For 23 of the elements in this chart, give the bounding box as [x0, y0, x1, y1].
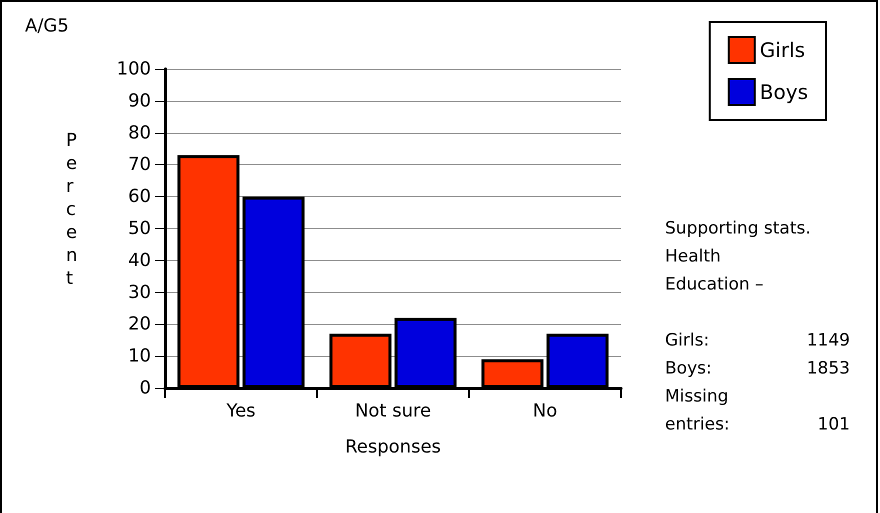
y-tick-label: 90 — [128, 90, 151, 112]
text: Missing entries: 101 — [665, 386, 850, 434]
y-tick-label: 70 — [128, 154, 151, 176]
x-tick-label: Yes — [225, 400, 256, 422]
legend-label: Girls — [760, 38, 806, 62]
chart-title: A/G5 — [25, 16, 69, 36]
text: Boys: 1853 — [665, 358, 850, 378]
legend-label: Boys — [760, 80, 808, 104]
y-tick-label: 80 — [128, 122, 151, 144]
y-tick-label: 100 — [116, 58, 151, 80]
y-tick-label: 30 — [128, 282, 151, 303]
x-tick-label: No — [532, 400, 558, 422]
x-tick-label: Not sure — [354, 400, 432, 422]
y-axis-title: Percent — [66, 130, 78, 289]
y-tick-label: 0 — [140, 378, 151, 398]
y-tick-label: 10 — [128, 346, 151, 367]
text: Girls: 1149 — [665, 330, 850, 350]
y-tick-label: 40 — [128, 250, 151, 271]
y-tick-label: 50 — [128, 218, 151, 239]
text: Supporting stats. Health Education – — [665, 218, 811, 294]
x-axis-title: Responses — [345, 436, 441, 458]
y-tick-label: 60 — [128, 186, 151, 208]
y-tick-label: 20 — [128, 314, 151, 335]
